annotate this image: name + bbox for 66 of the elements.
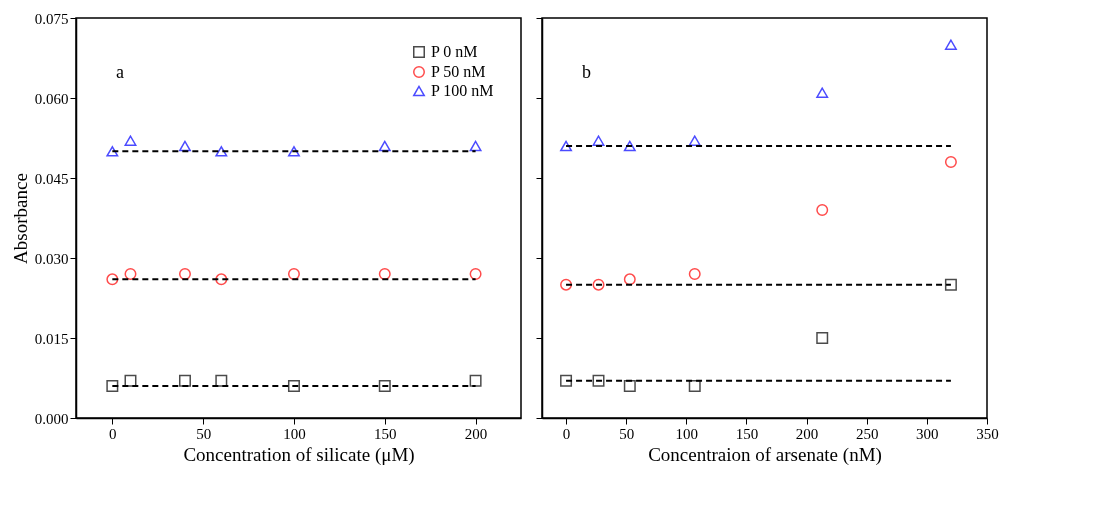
y-tick-label: 0.030: [34, 250, 69, 267]
point: [287, 146, 300, 157]
point: [378, 140, 391, 152]
point: [178, 140, 191, 152]
x-axis-title: Concentration of silicate (μM): [183, 443, 415, 466]
point: [469, 374, 482, 387]
annotation: b: [582, 62, 591, 82]
x-tick-label: 300: [916, 425, 939, 442]
y-axis-title: Absorbance: [9, 173, 31, 264]
point: [816, 204, 829, 216]
point: [215, 374, 228, 387]
x-axis-title: Concentraion of arsenate (nM): [648, 443, 882, 466]
x-tick-label: 200: [795, 425, 819, 442]
point: [944, 278, 957, 291]
point: [215, 273, 228, 286]
x-tick-label: 50: [619, 425, 635, 442]
x-tick-label: 0: [562, 425, 571, 442]
point: [592, 374, 605, 387]
y-tick-label: 0.075: [34, 10, 69, 27]
x-tick-label: 0: [109, 425, 117, 442]
legend-label: P 50 nM: [431, 63, 486, 80]
x-tick-label: 100: [675, 425, 699, 442]
point: [560, 140, 573, 152]
point: [124, 374, 137, 387]
point: [560, 278, 573, 291]
y-tick-label: 0.045: [34, 170, 69, 187]
point: [816, 87, 829, 98]
x-tick-label: 150: [374, 425, 397, 442]
point: [944, 39, 957, 50]
x-tick-label: 150: [735, 425, 759, 442]
point: [469, 268, 482, 280]
point: [178, 268, 191, 280]
x-tick-label: 100: [283, 425, 306, 442]
x-tick-label: 250: [855, 425, 879, 442]
annotation: a: [116, 62, 124, 82]
legend-label: P 100 nM: [431, 82, 494, 99]
point: [378, 268, 391, 280]
point: [106, 273, 119, 286]
point: [592, 278, 605, 291]
point: [560, 374, 573, 387]
x-tick-label: 50: [196, 425, 212, 442]
point: [124, 135, 137, 146]
point: [688, 268, 701, 280]
legend-label: P 0 nM: [431, 43, 478, 60]
point: [592, 135, 605, 146]
y-tick-label: 0.000: [34, 410, 69, 427]
point: [688, 380, 701, 392]
point: [287, 380, 300, 392]
point: [944, 156, 957, 168]
point: [623, 273, 636, 286]
x-tick-label: 200: [464, 425, 488, 442]
point: [816, 332, 829, 344]
y-tick-label: 0.015: [34, 330, 69, 347]
x-tick-label: 350: [976, 425, 999, 442]
point: [469, 140, 482, 152]
point: [623, 140, 636, 152]
point: [178, 374, 191, 387]
point: [106, 146, 119, 157]
point: [106, 380, 119, 392]
y-tick-label: 0.060: [34, 90, 69, 107]
point: [378, 380, 391, 392]
point: [215, 146, 228, 157]
point: [623, 380, 636, 392]
point: [287, 268, 300, 280]
point: [688, 135, 701, 146]
point: [124, 268, 137, 280]
